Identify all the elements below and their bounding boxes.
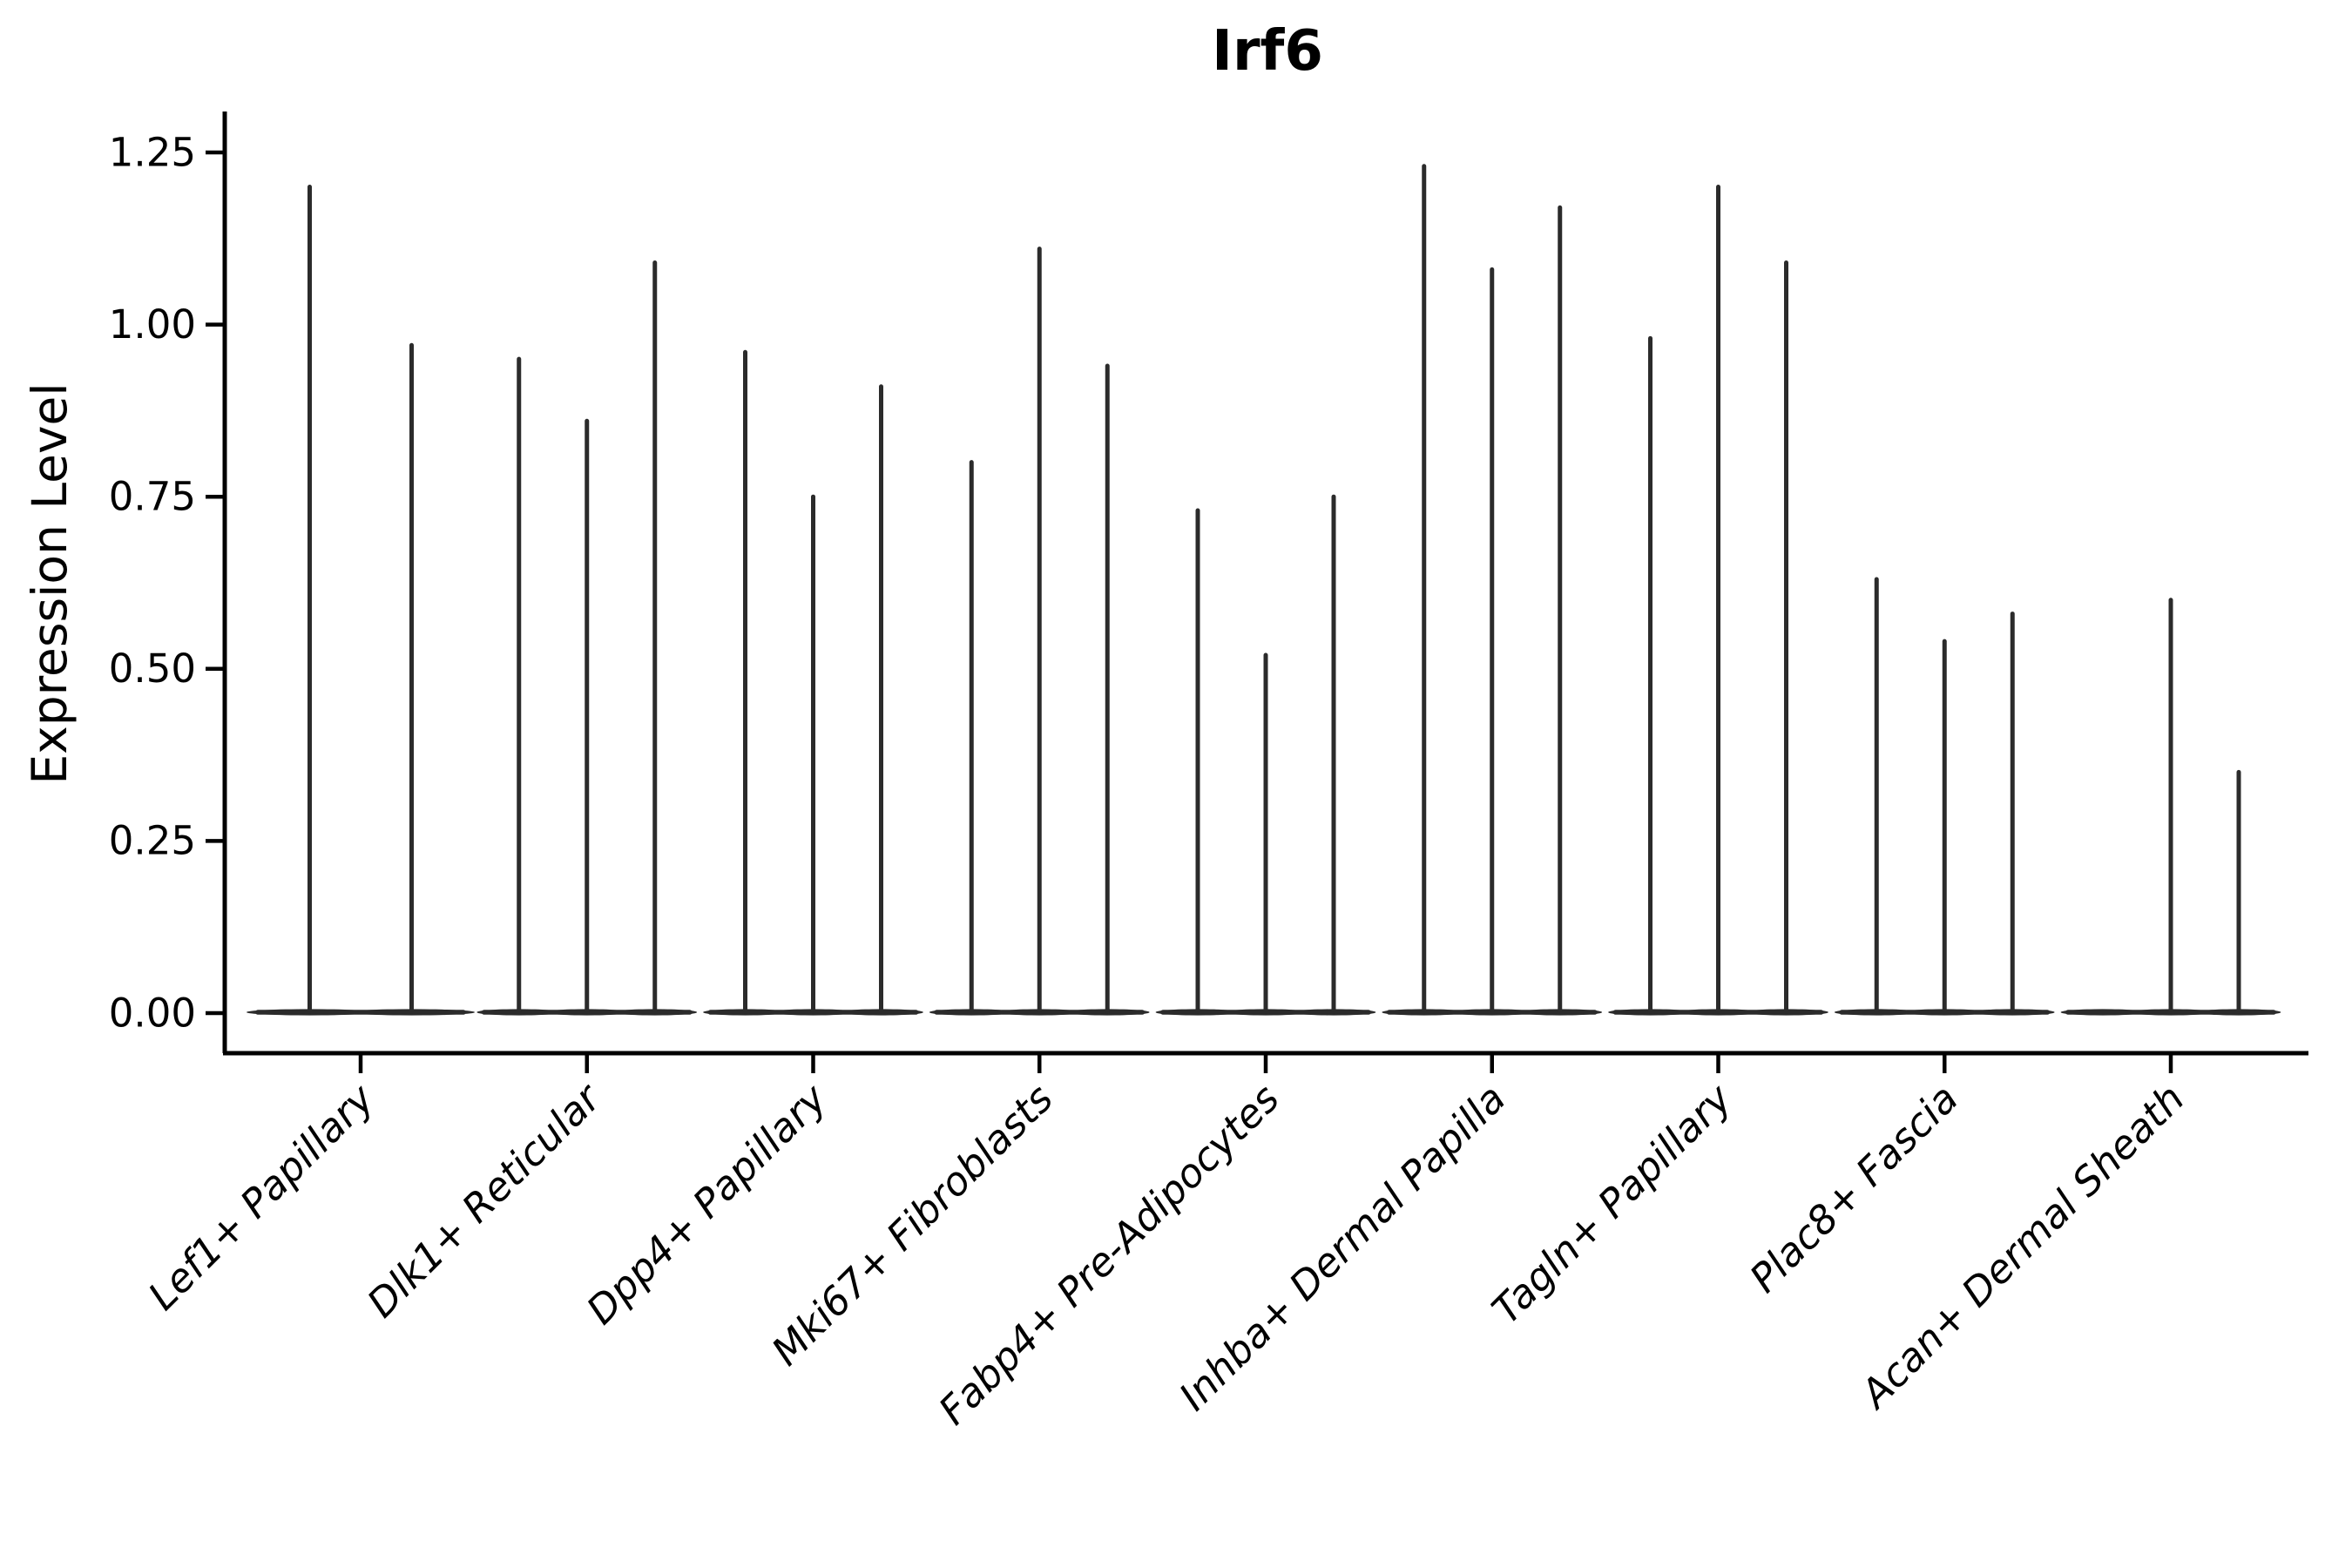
violin-group xyxy=(929,247,1150,1016)
x-category-label: Dpp4+ Papillary xyxy=(578,1074,836,1333)
y-tick-label: 1.00 xyxy=(109,301,196,348)
chart-title: Irf6 xyxy=(1212,19,1323,84)
y-tick-label: 0.00 xyxy=(109,990,196,1036)
violin-group xyxy=(1155,494,1376,1016)
x-category-label: Lef1+ Papillary xyxy=(139,1074,384,1319)
violin-body xyxy=(2060,1009,2146,1016)
y-tick-label: 0.50 xyxy=(109,645,196,692)
x-category-label: Dlk1+ Reticular xyxy=(358,1074,611,1327)
violin-group xyxy=(1382,164,1603,1016)
violin-group xyxy=(2060,598,2281,1016)
y-tick-label: 0.75 xyxy=(109,474,196,520)
violin-group xyxy=(1834,577,2055,1016)
y-tick-label: 1.25 xyxy=(109,129,196,175)
violin-group xyxy=(246,185,476,1016)
x-category-label: Tagln+ Papillary xyxy=(1483,1074,1741,1333)
y-tick-label: 0.25 xyxy=(109,818,196,864)
x-category-label: Plac8+ Fascia xyxy=(1740,1075,1967,1301)
y-axis-label: Expression Level xyxy=(22,382,78,785)
violin-group xyxy=(703,349,923,1016)
violin-group xyxy=(476,260,698,1016)
violin-group xyxy=(1608,185,1828,1016)
